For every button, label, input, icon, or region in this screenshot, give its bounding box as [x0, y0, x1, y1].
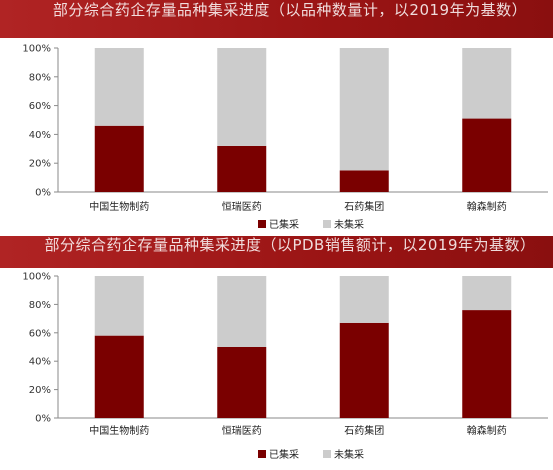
bar-segment-not-collected — [94, 48, 144, 126]
y-tick-label: 40% — [29, 130, 51, 141]
chart-title-bar-bottom: 部分综合药企存量品种集采进度（以PDB销售额计，以2019年为基数） — [0, 236, 553, 268]
bar-segment-not-collected — [462, 48, 512, 119]
category-label: 中国生物制药 — [89, 424, 149, 437]
chart-title-top: 部分综合药企存量品种集采进度（以品种数量计，以2019年为基数） — [52, 1, 528, 19]
y-tick-label: 20% — [29, 385, 51, 396]
chart-panel-top: 部分综合药企存量品种集采进度（以品种数量计，以2019年为基数） 0% 20% 40… — [0, 0, 553, 231]
legend-swatch — [323, 220, 331, 228]
bar-segment-collected — [462, 118, 512, 192]
bar-segment-not-collected — [462, 276, 512, 311]
y-tick-label: 100% — [22, 44, 51, 55]
legend-label: 未集采 — [334, 218, 364, 231]
bar-segment-collected — [217, 145, 267, 192]
y-tick-label: 80% — [29, 300, 51, 311]
category-label: 恒瑞医药 — [222, 200, 262, 213]
chart-title-bottom: 部分综合药企存量品种集采进度（以PDB销售额计，以2019年为基数） — [44, 236, 536, 254]
legend-label: 未集采 — [334, 448, 364, 461]
y-tick-label: 0% — [35, 188, 51, 199]
legend-label: 已集采 — [269, 448, 299, 461]
bar-segment-not-collected — [217, 48, 267, 146]
bar-segment-collected — [94, 335, 144, 418]
category-label: 恒瑞医药 — [222, 424, 262, 437]
chart-panel-bottom: 部分综合药企存量品种集采进度（以PDB销售额计，以2019年为基数） 0% 20%… — [0, 236, 553, 470]
category-label: 石药集团 — [344, 200, 384, 213]
legend-swatch — [323, 450, 331, 458]
legend-swatch — [258, 220, 266, 228]
bar-segment-collected — [339, 322, 389, 418]
bar-segment-not-collected — [339, 276, 389, 323]
y-tick-label: 40% — [29, 357, 51, 368]
bar-segment-collected — [94, 125, 144, 192]
bar-segment-collected — [339, 170, 389, 192]
y-tick-label: 60% — [29, 328, 51, 339]
bar-segment-not-collected — [94, 276, 144, 336]
category-label: 翰森制药 — [467, 200, 507, 213]
bar-segment-collected — [217, 347, 267, 418]
y-tick-label: 80% — [29, 72, 51, 83]
legend-swatch — [258, 450, 266, 458]
category-label: 翰森制药 — [467, 424, 507, 437]
category-label: 石药集团 — [344, 424, 384, 437]
bar-segment-not-collected — [217, 276, 267, 347]
y-tick-label: 20% — [29, 159, 51, 170]
legend-label: 已集采 — [269, 218, 299, 231]
y-tick-label: 100% — [22, 272, 51, 283]
bar-segment-collected — [462, 310, 512, 418]
legend: 已集采 未集采 — [258, 448, 364, 461]
chart-title-bar-top: 部分综合药企存量品种集采进度（以品种数量计，以2019年为基数） — [0, 0, 553, 38]
category-label: 中国生物制药 — [89, 200, 149, 213]
bar-segment-not-collected — [339, 48, 389, 171]
y-tick-label: 0% — [35, 414, 51, 425]
legend: 已集采 未集采 — [258, 218, 364, 231]
y-tick-label: 60% — [29, 101, 51, 112]
